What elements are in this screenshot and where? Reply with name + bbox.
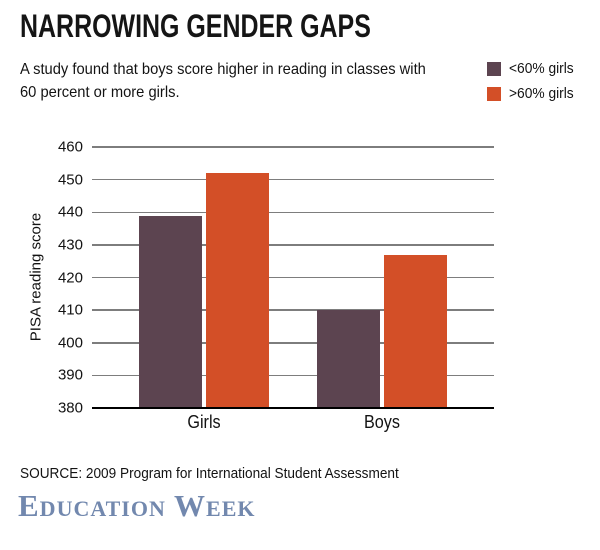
gridline-420 (92, 276, 494, 279)
bar-boys-over60 (384, 254, 447, 408)
page-title: NARROWING GENDER GAPS (20, 8, 371, 44)
y-tick-380: 380 (57, 399, 83, 417)
bar-girls-over60 (206, 173, 269, 408)
x-axis-labels: Girls Boys (92, 412, 494, 434)
y-tick-390: 390 (57, 366, 83, 384)
gridline-400 (92, 342, 494, 344)
y-tick-420: 420 (57, 269, 83, 286)
gridline-450 (92, 178, 494, 181)
gridline-430 (92, 244, 494, 246)
legend: <60% girls >60% girls (487, 61, 577, 111)
gridline-440 (92, 211, 494, 213)
gridline-410 (92, 309, 494, 311)
bar-boys-under60 (317, 310, 380, 408)
gridline-390 (92, 374, 494, 377)
legend-label-under60: <60% girls (509, 60, 574, 77)
y-tick-450: 450 (57, 171, 83, 189)
legend-swatch-over60 (487, 86, 501, 101)
source-note: SOURCE: 2009 Program for International S… (20, 466, 399, 482)
x-label-girls: Girls (187, 412, 221, 432)
y-axis-ticks: 460 450 440 430 420 410 400 390 380 (40, 0, 83, 430)
subtitle-line-1: A study found that boys score higher in … (20, 61, 426, 78)
y-tick-440: 440 (57, 203, 83, 221)
y-tick-430: 430 (57, 236, 83, 254)
chart-subtitle: A study found that boys score higher in … (20, 58, 426, 104)
legend-item-over60: >60% girls (487, 85, 577, 102)
legend-swatch-under60 (487, 61, 501, 76)
education-week-logo: Education Week (18, 488, 256, 523)
plot-area (92, 146, 494, 409)
gridline-460 (92, 146, 494, 148)
legend-label-over60: >60% girls (509, 85, 574, 102)
y-tick-460: 460 (57, 138, 83, 156)
bar-girls-under60 (139, 215, 202, 408)
legend-item-under60: <60% girls (487, 60, 577, 77)
x-label-boys: Boys (363, 412, 401, 432)
y-tick-400: 400 (57, 334, 83, 352)
x-axis-baseline (92, 407, 494, 409)
y-tick-410: 410 (57, 301, 83, 319)
subtitle-line-2: 60 percent or more girls. (20, 84, 180, 101)
